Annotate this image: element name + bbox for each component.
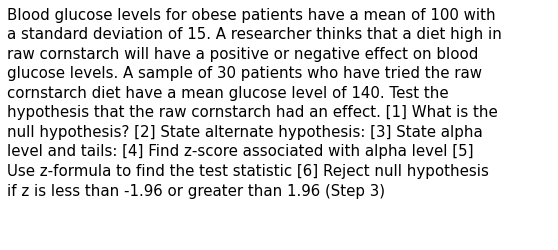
Text: Blood glucose levels for obese patients have a mean of 100 with
a standard devia: Blood glucose levels for obese patients … (7, 8, 502, 198)
